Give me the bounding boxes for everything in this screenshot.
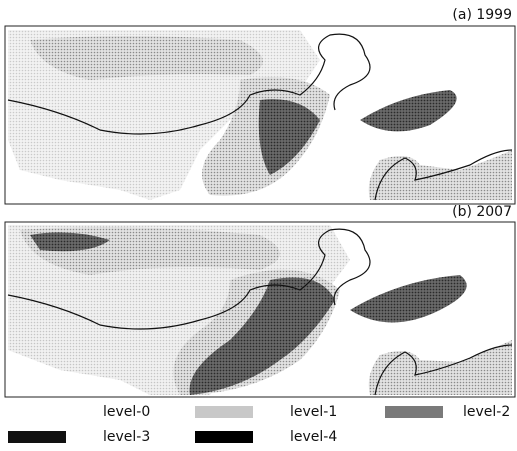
coastline — [7, 228, 371, 330]
cover-area — [30, 232, 110, 252]
map-panel-a: (a) 1999 — [4, 7, 516, 205]
coastline — [374, 344, 513, 396]
sea-area — [368, 150, 512, 200]
legend-swatch — [8, 431, 66, 443]
legend: level-0 level-1 level-2 level-3 level-4 — [8, 404, 510, 445]
cover-area — [350, 275, 467, 323]
cover-area — [189, 277, 335, 395]
coastline — [7, 33, 371, 135]
cover-area — [360, 90, 457, 132]
legend-label: level-4 — [290, 429, 337, 445]
cover-area — [258, 99, 320, 175]
legend-label: level-1 — [290, 404, 337, 420]
legend-swatch — [8, 406, 66, 418]
map-panel-b: (b) 2007 — [4, 204, 516, 398]
legend-swatch — [385, 406, 443, 418]
sea-area — [368, 340, 512, 395]
legend-label: level-0 — [103, 404, 150, 420]
panel-label: (b) 2007 — [452, 204, 512, 220]
panel-label: (a) 1999 — [452, 7, 512, 23]
legend-swatch — [195, 406, 253, 418]
legend-label: level-2 — [463, 404, 510, 420]
cover-area — [30, 36, 263, 80]
legend-label: level-3 — [103, 429, 150, 445]
legend-swatch — [195, 431, 253, 443]
coastline — [374, 149, 513, 201]
